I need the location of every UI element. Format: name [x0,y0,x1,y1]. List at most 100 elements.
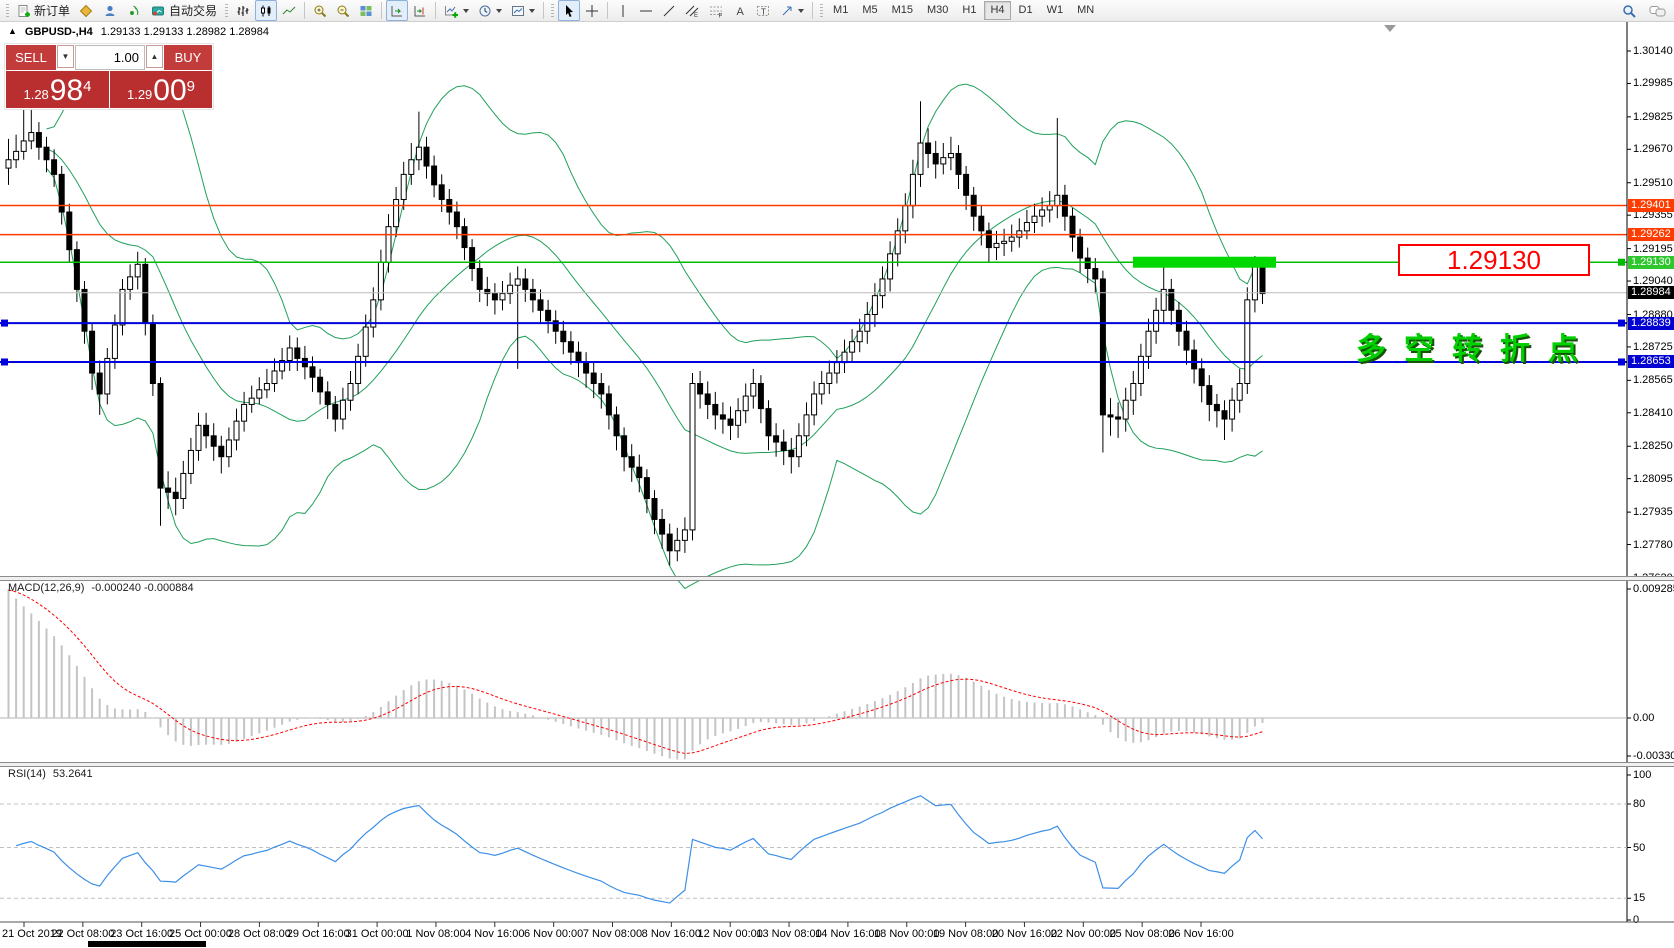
toolbar-separator [304,2,306,19]
volume-decrease-button[interactable]: ▼ [57,45,74,68]
arrows-icon [782,6,792,15]
timeframe-group: M1 M5 M15 M30 H1 H4 D1 W1 MN [827,1,1100,20]
toolbar-separator [381,2,383,19]
toolbar-grip[interactable] [551,3,555,18]
auto-trading-label: 自动交易 [169,4,218,18]
toolbar-separator [543,2,545,19]
macd-label: MACD(12,26,9) -0.000240 -0.000884 [8,582,194,594]
timeframe-button-D1[interactable]: D1 [1018,4,1033,16]
chart-shift-button[interactable] [409,0,431,21]
toolbar-separator [607,2,609,19]
toolbar-separator [435,2,437,19]
trade-top-row: SELL ▼ ▲ BUY [6,45,212,70]
signal-icon [130,5,139,15]
new-order-icon [18,4,30,17]
one-click-trading-panel: SELL ▼ ▲ BUY 1.28 98 4 1.29 00 9 [5,44,213,109]
zoom-in-button[interactable] [309,0,331,21]
equidistant-channel-tool[interactable]: E [681,0,704,21]
crosshair-button[interactable] [581,0,603,21]
trendline-icon [663,5,675,16]
bar-chart-icon [237,5,249,16]
price-annotation-box[interactable]: 1.29130 [1398,244,1590,276]
templates-button[interactable] [507,0,539,21]
market-watch-button[interactable] [99,0,122,21]
price-tick-label: 1.29040 [1633,275,1673,288]
price-tick-label: 1.28725 [1633,340,1673,353]
auto-trading-button[interactable]: 自动交易 [147,0,221,21]
timeframe-button-M15[interactable]: M15 [891,4,913,16]
templates-caret-icon[interactable] [529,8,536,13]
new-order-button[interactable]: 新订单 [13,0,74,21]
auto-scroll-button[interactable] [386,0,409,21]
sell-button[interactable]: SELL [6,45,56,70]
timeframe-button-H4[interactable]: H4 [984,1,1011,20]
toolbar: 新订单 自动交易 [0,0,1674,22]
timeframe-button-M1[interactable]: M1 [833,4,849,16]
search-icon[interactable] [1622,4,1637,19]
time-tick-label: 25 Nov 08:00 [1109,928,1175,940]
chat-icon[interactable] [1649,4,1668,19]
trendline-tool[interactable] [658,0,680,21]
toolbar-grip[interactable] [820,3,824,18]
volume-increase-button[interactable]: ▲ [146,45,163,68]
bid-price-button[interactable]: 1.28 98 4 [6,71,109,108]
macd-axis-label: 0.00 [1633,712,1655,724]
timeframe-button-W1[interactable]: W1 [1046,4,1064,16]
indicators-caret-icon[interactable] [463,8,470,13]
price-badge: 1.29401 [1628,199,1674,213]
timeframe-button-M30[interactable]: M30 [927,4,949,16]
collapse-triangle-icon[interactable]: ▲ [8,26,17,36]
vertical-line-tool[interactable] [612,0,634,21]
horizontal-line-tool[interactable] [635,0,657,21]
macd-axis-label: 0.009285 [1633,583,1674,595]
indicators-button[interactable] [440,0,473,21]
zoom-out-button[interactable] [332,0,354,21]
arrows-tool[interactable] [776,0,808,21]
buy-button[interactable]: BUY [164,45,212,70]
text-tool[interactable]: A [729,0,751,21]
zoom-in-icon [314,5,327,17]
price-tick-label: 1.27780 [1633,538,1673,551]
auto-scroll-icon [391,5,403,16]
time-tick-label: 31 Oct 00:00 [345,928,409,940]
macd-splitter[interactable] [0,576,1674,581]
periods-caret-icon[interactable] [496,8,503,13]
svg-text:E: E [694,13,698,18]
candlestick-chart-button[interactable] [255,0,278,21]
down-arrow-icon: ▼ [61,52,70,61]
toolbar-grip[interactable] [6,3,9,18]
history-center-button[interactable] [75,0,98,21]
price-tick-label: 1.29510 [1633,176,1673,189]
volume-input[interactable] [75,45,145,70]
periods-button[interactable] [474,0,506,21]
timeframe-button-M5[interactable]: M5 [862,4,878,16]
crosshair-icon [586,4,599,17]
chart-shift-icon [414,5,426,16]
text-label-tool[interactable]: T [752,0,775,21]
timeframe-button-MN[interactable]: MN [1077,4,1095,16]
bar-chart-button[interactable] [232,0,254,21]
buy-label: BUY [174,50,202,65]
cursor-button[interactable] [558,0,581,21]
ask-price-button[interactable]: 1.29 00 9 [110,71,212,108]
toolbar-grip[interactable] [225,3,229,18]
price-tick-label: 1.29825 [1633,110,1673,123]
symbol-period-label: GBPUSD-,H4 [24,26,93,38]
tile-windows-button[interactable] [355,0,377,21]
time-tick-label: 19 Nov 08:00 [932,928,999,940]
candlestick-chart-icon [261,5,271,16]
arrows-caret-icon[interactable] [798,8,805,13]
line-chart-button[interactable] [278,0,300,21]
time-tick-label: 8 Nov 16:00 [641,928,701,940]
fibonacci-tool[interactable]: F [705,0,728,21]
auto-trading-icon [152,6,165,15]
horizontal-scrollbar-thumb[interactable] [88,941,206,947]
bid-big: 98 [49,74,84,107]
signals-button[interactable] [123,0,146,21]
tile-windows-icon [360,5,372,16]
rsi-splitter[interactable] [0,762,1674,767]
timeframe-button-H1[interactable]: H1 [962,4,977,16]
turning-point-note[interactable]: 多空转折点 [1356,333,1596,366]
